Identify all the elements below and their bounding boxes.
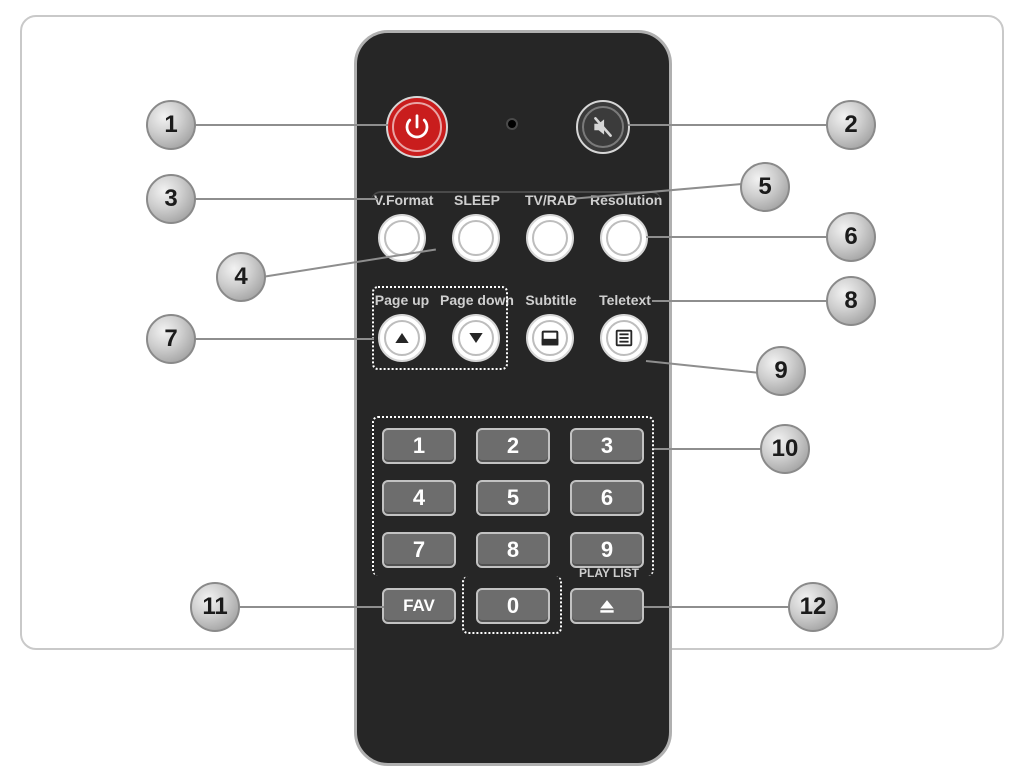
callout-line — [236, 606, 384, 608]
keypad-4[interactable]: 4 — [382, 480, 456, 516]
subtitle-label: Subtitle — [522, 292, 580, 308]
keypad-9[interactable]: 9 — [570, 532, 644, 568]
pagedown-button[interactable] — [452, 314, 500, 362]
callout-8: 8 — [826, 276, 876, 326]
callout-line — [192, 198, 378, 200]
subtitle-button[interactable] — [526, 314, 574, 362]
mute-button[interactable] — [576, 100, 630, 154]
teletext-button[interactable] — [600, 314, 648, 362]
keypad-8[interactable]: 8 — [476, 532, 550, 568]
callout-line — [652, 300, 830, 302]
callout-1: 1 — [146, 100, 196, 150]
callout-7: 7 — [146, 314, 196, 364]
keypad-7[interactable]: 7 — [382, 532, 456, 568]
resolution-button[interactable] — [600, 214, 648, 262]
sleep-label: SLEEP — [448, 192, 506, 208]
playlist-label: PLAY LIST — [570, 566, 648, 580]
callout-9: 9 — [756, 346, 806, 396]
callout-5: 5 — [740, 162, 790, 212]
eject-icon — [597, 596, 617, 616]
callout-line — [644, 606, 792, 608]
keypad-2[interactable]: 2 — [476, 428, 550, 464]
keypad-6[interactable]: 6 — [570, 480, 644, 516]
callout-6: 6 — [826, 212, 876, 262]
callout-3: 3 — [146, 174, 196, 224]
callout-line — [654, 448, 764, 450]
power-button[interactable] — [386, 96, 448, 158]
teletext-label: Teletext — [596, 292, 654, 308]
playlist-button[interactable] — [570, 588, 644, 624]
tvrad-button[interactable] — [526, 214, 574, 262]
callout-line — [192, 338, 374, 340]
sleep-button[interactable] — [452, 214, 500, 262]
callout-4: 4 — [216, 252, 266, 302]
callout-line — [646, 236, 830, 238]
keypad-3[interactable]: 3 — [570, 428, 644, 464]
ir-led — [506, 118, 518, 130]
tvrad-label: TV/RAD — [522, 192, 580, 208]
stage: V.Format SLEEP TV/RAD Resolution Page up… — [0, 0, 1024, 665]
callout-2: 2 — [826, 100, 876, 150]
callout-12: 12 — [788, 582, 838, 632]
callout-line — [628, 124, 830, 126]
keypad-5[interactable]: 5 — [476, 480, 550, 516]
callout-line — [192, 124, 388, 126]
pageup-button[interactable] — [378, 314, 426, 362]
keypad-1[interactable]: 1 — [382, 428, 456, 464]
vformat-label: V.Format — [374, 192, 432, 208]
callout-10: 10 — [760, 424, 810, 474]
keypad-0[interactable]: 0 — [476, 588, 550, 624]
callout-11: 11 — [190, 582, 240, 632]
fav-button[interactable]: FAV — [382, 588, 456, 624]
